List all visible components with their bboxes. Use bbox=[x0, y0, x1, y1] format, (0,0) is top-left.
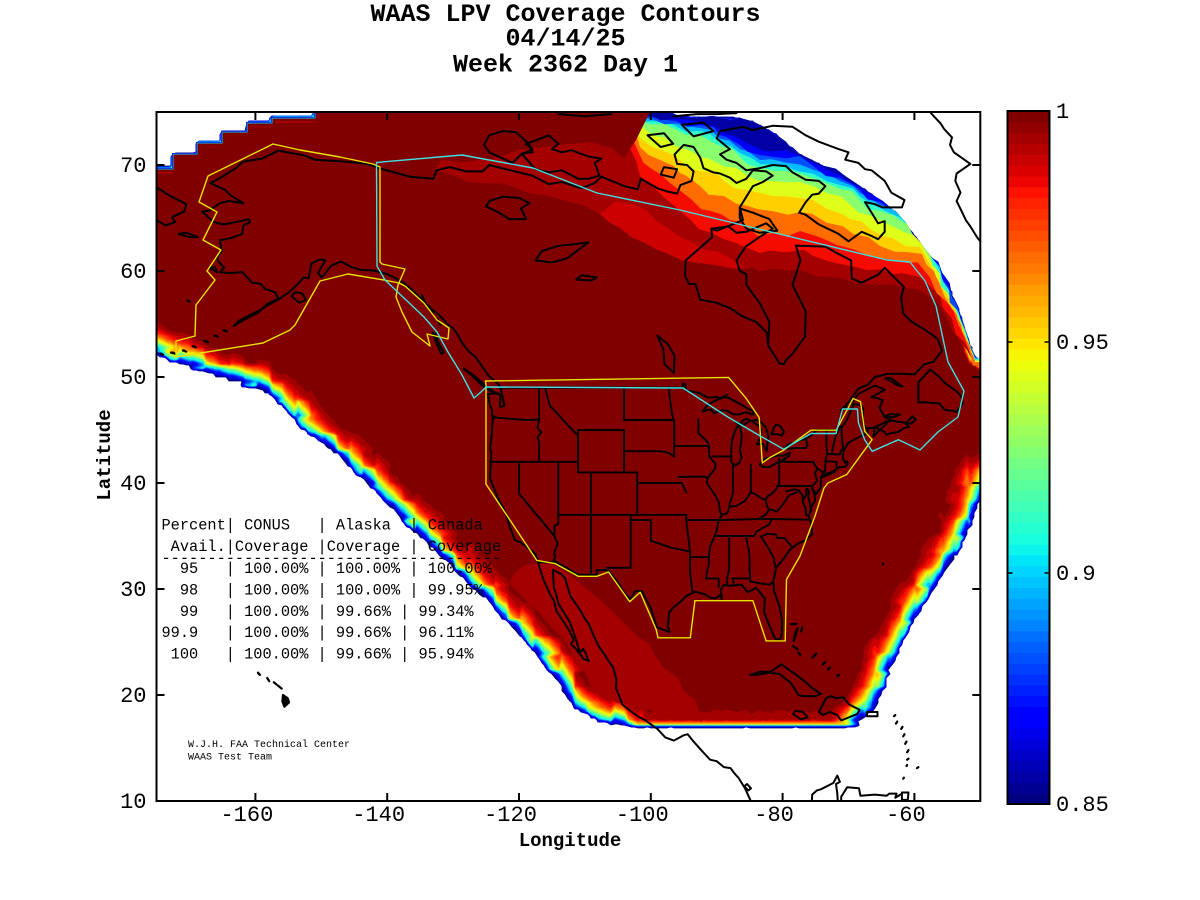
svg-text:0.9: 0.9 bbox=[1056, 562, 1096, 587]
svg-text:0.95: 0.95 bbox=[1056, 331, 1109, 356]
svg-text:WAAS LPV Coverage Contours: WAAS LPV Coverage Contours bbox=[370, 0, 760, 29]
svg-text:Longitude: Longitude bbox=[519, 830, 622, 852]
svg-text:-80: -80 bbox=[754, 803, 794, 828]
svg-text:-160: -160 bbox=[220, 803, 273, 828]
svg-text:99.9 | 100.00% | 99.66% | 96: 99.9 | 100.00% | 99.66% | 96.11% bbox=[162, 624, 475, 642]
svg-text:40: 40 bbox=[120, 472, 146, 497]
svg-text:60: 60 bbox=[120, 260, 146, 285]
svg-text:10: 10 bbox=[120, 790, 146, 815]
svg-text:50: 50 bbox=[120, 366, 146, 391]
svg-text:1: 1 bbox=[1056, 100, 1069, 125]
svg-text:-140: -140 bbox=[352, 803, 405, 828]
svg-text:30: 30 bbox=[120, 578, 146, 603]
svg-text:Latitude: Latitude bbox=[94, 409, 116, 500]
svg-text:98 | 100.00% | 100.00% | 99.: 98 | 100.00% | 100.00% | 99.95% bbox=[162, 581, 484, 599]
svg-text:Percent| CONUS | Alaska | C: Percent| CONUS | Alaska | Canada bbox=[162, 517, 483, 535]
svg-text:Week 2362 Day 1: Week 2362 Day 1 bbox=[453, 51, 678, 80]
svg-text:99 | 100.00% | 99.66% | 99.3: 99 | 100.00% | 99.66% | 99.34% bbox=[162, 603, 475, 621]
svg-text:95 | 100.00% | 100.00% | 100: 95 | 100.00% | 100.00% | 100.00% bbox=[162, 560, 493, 578]
svg-text:-60: -60 bbox=[886, 803, 926, 828]
svg-text:-120: -120 bbox=[484, 803, 537, 828]
svg-text:W.J.H. FAA Technical Center: W.J.H. FAA Technical Center bbox=[188, 739, 350, 751]
svg-text:04/14/25: 04/14/25 bbox=[505, 25, 625, 54]
svg-text:0.85: 0.85 bbox=[1056, 793, 1109, 818]
svg-text:Avail.|Coverage |Coverage | Co: Avail.|Coverage |Coverage | Coverage bbox=[162, 538, 502, 556]
svg-text:WAAS Test Team: WAAS Test Team bbox=[188, 753, 272, 764]
svg-text:70: 70 bbox=[120, 154, 146, 179]
svg-text:------------------------------: ------------------------------------- bbox=[162, 550, 502, 568]
svg-text:20: 20 bbox=[120, 684, 146, 709]
svg-text:100 | 100.00% | 99.66% | 95.: 100 | 100.00% | 99.66% | 95.94% bbox=[162, 646, 475, 664]
svg-text:-100: -100 bbox=[616, 803, 669, 828]
